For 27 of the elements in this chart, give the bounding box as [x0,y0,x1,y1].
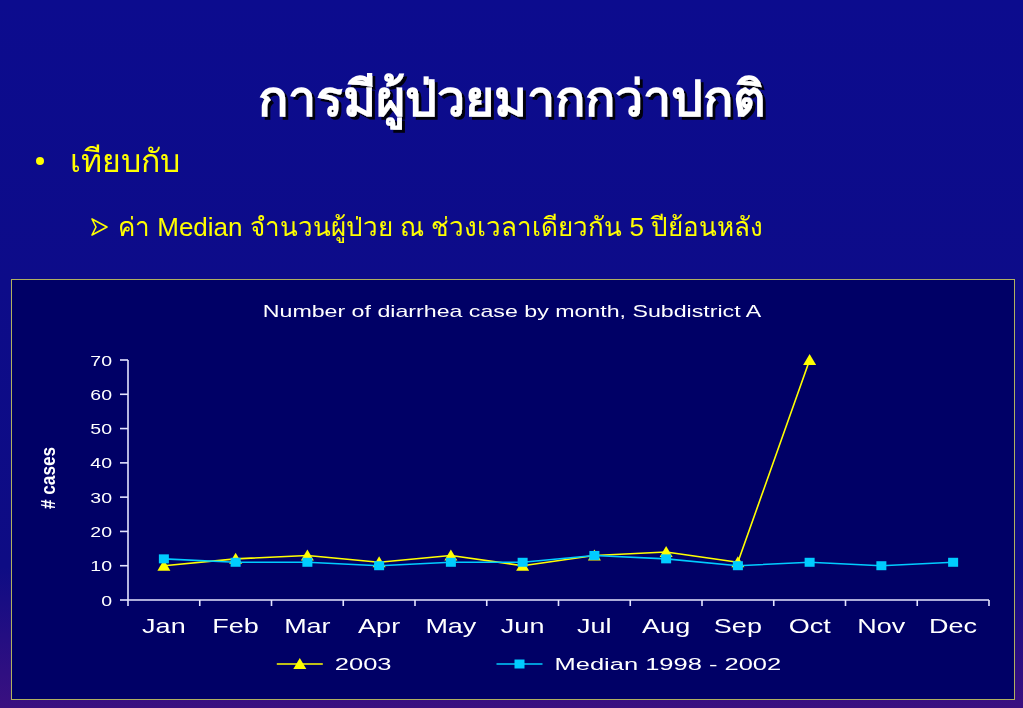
x-tick-label: Jun [500,614,545,638]
x-tick-label: Jan [142,614,186,638]
y-tick-label: 40 [90,454,112,472]
x-tick-label: Sep [713,614,762,638]
x-tick-label: Feb [212,614,259,638]
legend-label: Median 1998 - 2002 [554,654,782,674]
x-tick-label: Apr [358,614,401,638]
y-tick-label: 20 [90,523,112,541]
text: ค่า Median จำนวนผู้ป่วย ณ ช่วงเวลาเดียวกัน 5 ปีย้อนหลัง [118,212,764,243]
y-tick-label: 70 [90,351,112,369]
x-tick-label: Oct [788,614,832,638]
y-tick-label: 0 [101,591,112,609]
y-axis-title: # cases [36,446,60,510]
text: เทียบกับ [70,143,180,179]
x-tick-label: Jul [577,614,612,638]
x-tick-label: Mar [284,614,331,638]
y-tick-label: 60 [90,385,112,404]
y-tick-label: 50 [90,420,112,438]
x-tick-label: May [425,614,477,638]
y-tick-label: 30 [90,488,112,507]
x-tick-label: Aug [642,614,691,638]
x-tick-label: Dec [929,614,978,638]
y-tick-label: 10 [90,557,112,575]
x-tick-label: Nov [857,614,906,638]
legend-label: 2003 [334,654,392,674]
chart-subtitle: Number of diarrhea case by month, Subdistrict A [262,302,763,321]
chart-title: การมีผู้ป่วยมากกว่าปกติ [258,71,765,130]
